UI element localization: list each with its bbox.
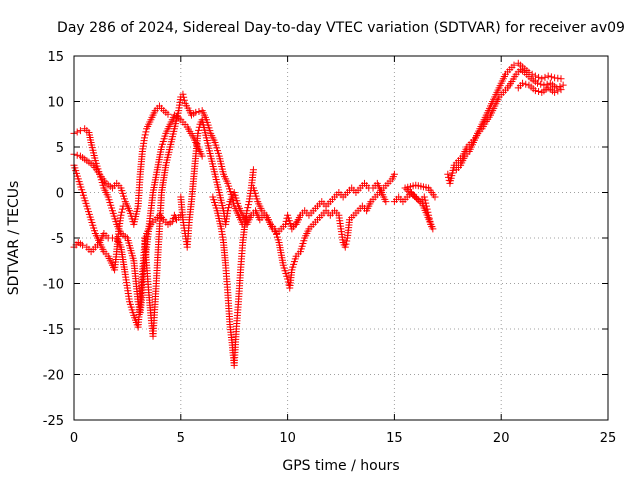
data-point <box>537 80 545 88</box>
data-point <box>244 201 252 209</box>
data-point <box>390 170 398 178</box>
series-track-k <box>444 59 565 187</box>
series-track-m <box>514 79 565 96</box>
x-axis: 0 5 10 15 20 25 <box>70 56 616 446</box>
y-tick-label: -20 <box>43 369 64 384</box>
y-tick-label: 10 <box>47 96 64 111</box>
data-point <box>198 152 206 160</box>
series-track-l <box>452 66 567 174</box>
data-point <box>535 73 543 81</box>
data-point <box>243 207 251 215</box>
data-point <box>73 128 81 136</box>
data-point <box>559 81 567 89</box>
data-point <box>192 108 200 116</box>
data-marks <box>70 59 567 369</box>
data-point <box>195 126 203 134</box>
data-point <box>557 75 565 83</box>
data-point <box>73 151 81 159</box>
x-axis-label: GPS time / hours <box>282 458 399 474</box>
x-tick-label: 20 <box>493 431 510 446</box>
data-point <box>420 193 428 201</box>
data-point <box>164 110 172 118</box>
data-point <box>249 166 257 174</box>
data-point <box>117 211 125 219</box>
data-point <box>225 204 233 212</box>
y-tick-label: 5 <box>56 141 64 156</box>
data-point <box>142 128 150 136</box>
data-point <box>179 90 187 98</box>
data-point <box>421 196 429 204</box>
data-point <box>119 202 127 210</box>
data-point <box>534 79 542 87</box>
x-tick-label: 10 <box>279 431 296 446</box>
y-tick-label: 15 <box>47 50 64 65</box>
data-point <box>224 207 232 215</box>
data-point <box>168 218 176 226</box>
x-tick-label: 0 <box>70 431 78 446</box>
data-point <box>522 80 530 88</box>
y-tick-label: 0 <box>56 187 64 202</box>
series-track-c <box>70 161 127 274</box>
data-point <box>551 88 559 96</box>
data-point <box>225 201 233 209</box>
y-tick-label: -25 <box>43 414 64 429</box>
data-point <box>553 84 561 92</box>
data-point <box>341 243 349 251</box>
data-point <box>554 87 562 95</box>
data-point <box>342 240 350 248</box>
data-point <box>538 75 546 83</box>
data-point <box>180 96 188 104</box>
data-point <box>547 73 555 81</box>
data-point <box>531 87 539 95</box>
data-point <box>444 170 452 178</box>
data-point <box>557 86 565 94</box>
data-point <box>431 193 439 201</box>
y-axis: -25 -20 -15 -10 -5 0 5 10 15 <box>43 50 608 429</box>
data-point <box>118 205 126 213</box>
data-point <box>510 61 518 69</box>
series-track-j <box>390 181 439 233</box>
data-point <box>382 198 390 206</box>
data-point <box>76 127 84 135</box>
data-point <box>194 129 202 137</box>
x-tick-label: 15 <box>386 431 403 446</box>
data-point <box>284 275 292 283</box>
data-point <box>544 72 552 80</box>
y-tick-label: -5 <box>51 232 64 247</box>
data-point <box>180 93 188 101</box>
data-point <box>79 241 87 249</box>
data-point <box>556 82 564 90</box>
data-point <box>541 73 549 81</box>
data-point <box>543 80 551 88</box>
series-track-g <box>209 166 257 369</box>
data-point <box>195 108 203 116</box>
series-track-f <box>177 116 302 251</box>
data-point <box>519 79 527 87</box>
y-axis-label: SDTVAR / TECUs <box>6 181 22 296</box>
y-tick-label: -10 <box>43 278 64 293</box>
data-point <box>244 204 252 212</box>
data-point <box>141 131 149 139</box>
chart-title: Day 286 of 2024, Sidereal Day-to-day VTE… <box>57 20 625 36</box>
data-point <box>118 208 126 216</box>
data-point <box>140 134 148 142</box>
x-tick-label: 25 <box>600 431 617 446</box>
data-point <box>343 237 351 245</box>
series-track-d <box>70 211 185 331</box>
data-point <box>535 87 543 95</box>
x-tick-label: 5 <box>177 431 185 446</box>
y-tick-label: -15 <box>43 323 64 338</box>
data-point <box>281 220 289 228</box>
series-track-i <box>292 179 390 228</box>
